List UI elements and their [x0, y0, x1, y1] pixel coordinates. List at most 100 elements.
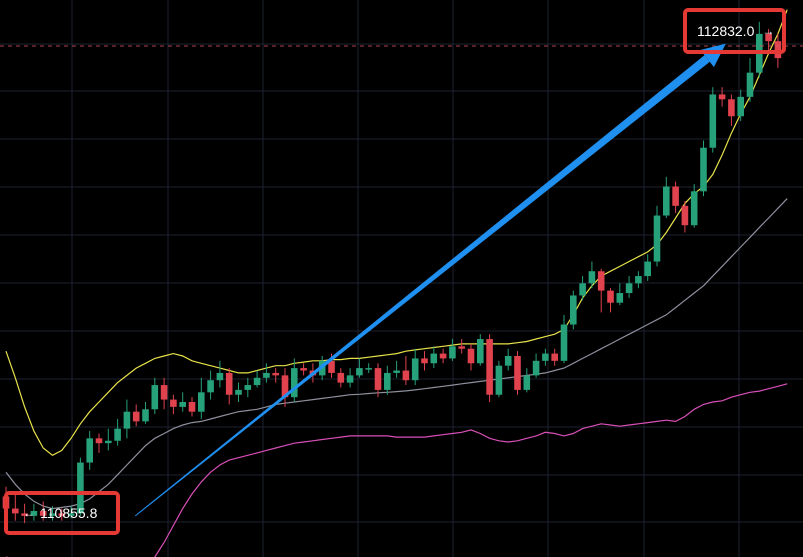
candle-down [58, 508, 66, 521]
candle-down [718, 87, 726, 107]
candle-body [216, 372, 224, 381]
candle-body [235, 389, 242, 395]
candle-down [765, 29, 772, 51]
candle-down [39, 501, 47, 521]
candle-up [663, 176, 670, 218]
candle-up [30, 503, 38, 521]
low-price-callout: ← 110855.8 [4, 491, 120, 535]
candle-body [272, 372, 279, 376]
high-price-callout: 112832.0 → [683, 8, 786, 54]
candle-down [374, 363, 382, 398]
candle-up [709, 87, 717, 153]
candle-up [198, 377, 205, 419]
right-arrow-icon: → [762, 24, 775, 38]
candle-body [77, 462, 84, 514]
candle-down [467, 343, 475, 371]
trend-arrow-shaft [134, 55, 710, 517]
candle-body [737, 96, 744, 117]
candle-body [570, 295, 577, 325]
candle-body [346, 375, 354, 383]
candle-up [504, 348, 512, 371]
candle-body [579, 283, 586, 296]
candle-body [142, 409, 149, 422]
candle-body [421, 358, 428, 364]
candle-down [421, 351, 428, 371]
candle-up [123, 399, 131, 439]
candle-up [542, 348, 549, 366]
left-arrow-icon: ← [23, 506, 35, 520]
candle-body [244, 385, 252, 390]
candle-body [467, 348, 475, 364]
candle-body [728, 99, 735, 117]
candle-body [160, 385, 168, 400]
candle-body [663, 186, 670, 216]
candle-body [151, 385, 159, 410]
candle-body [439, 353, 447, 359]
candle-body [625, 283, 633, 294]
candle-body [300, 368, 307, 371]
candle-down [225, 368, 233, 405]
candle-up [616, 283, 624, 306]
candle-body [328, 360, 335, 373]
candle-body [504, 355, 512, 366]
low-price-label: 110855.8 [40, 505, 98, 521]
candle-body [123, 411, 131, 429]
candle-up [263, 363, 270, 383]
candle-body [672, 186, 679, 206]
candle-up [216, 360, 224, 388]
candle-body [588, 271, 596, 284]
candle-down [132, 404, 140, 427]
candle-body [597, 271, 605, 291]
candle-body [477, 339, 484, 364]
candle-body [170, 399, 177, 407]
candle-body [114, 428, 121, 441]
candle-up [644, 254, 651, 281]
candle-body [681, 205, 689, 226]
candle-body [49, 513, 56, 516]
candle-up [142, 402, 149, 424]
candle-body [635, 276, 642, 284]
candle-body [746, 72, 754, 97]
candle-body [21, 513, 28, 516]
candle-down [160, 377, 168, 410]
candle-body [690, 191, 698, 226]
candle-up [207, 370, 214, 400]
candle-down [95, 433, 103, 453]
candle-body [486, 339, 493, 395]
candle-down [597, 268, 605, 313]
chart-annotations [0, 43, 803, 517]
trend-arrow-head [700, 43, 726, 68]
candle-body [514, 355, 521, 390]
candle-up [690, 184, 698, 228]
candle-body [411, 358, 419, 381]
candle-up [49, 506, 56, 521]
candle-body [384, 372, 391, 390]
candle-up [588, 261, 596, 289]
candle-body [263, 372, 270, 378]
candle-down [170, 394, 177, 415]
candle-body [132, 411, 140, 422]
candle-body [393, 370, 400, 373]
candle-up [411, 348, 419, 386]
candle-up [737, 89, 744, 122]
candle-body [253, 377, 261, 386]
candle-up [179, 392, 186, 412]
candle-up [495, 360, 503, 398]
candle-body [718, 94, 726, 100]
candle-up [67, 506, 75, 519]
candle-up [235, 382, 242, 403]
candle-up [356, 358, 363, 378]
candle-up [384, 365, 391, 395]
candle-up [244, 377, 252, 398]
candle-up [393, 360, 400, 378]
candle-body [765, 33, 772, 42]
candle-body [551, 353, 558, 361]
bollinger-middle-line [5, 198, 788, 510]
candle-body [39, 510, 47, 516]
candle-body [532, 360, 540, 376]
candle-body [67, 513, 75, 516]
candle-down [551, 348, 558, 366]
candle-down [12, 494, 19, 521]
